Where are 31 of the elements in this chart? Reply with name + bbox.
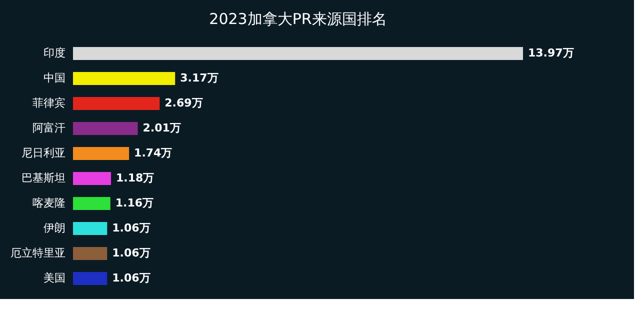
y-tick-label: 中国 [44, 72, 66, 84]
y-tick-label: 喀麦隆 [32, 196, 66, 210]
bar [73, 72, 176, 85]
data-label: 1.16万 [115, 196, 154, 210]
data-label: 1.06万 [112, 246, 150, 260]
y-tick-label: 美国 [44, 272, 66, 284]
data-label: 1.06万 [112, 222, 150, 234]
y-tick-label: 阿富汗 [32, 122, 66, 134]
y-tick-label: 印度 [44, 46, 66, 60]
bar [73, 247, 108, 260]
data-label: 3.17万 [180, 72, 218, 84]
bar [73, 222, 108, 235]
data-label: 1.06万 [112, 272, 150, 284]
data-label: 2.69万 [164, 96, 203, 110]
bar [73, 47, 523, 60]
bar [73, 122, 138, 135]
y-tick-label: 尼日利亚 [22, 146, 66, 160]
chart-title: 2023加拿大PR来源国排名 [209, 10, 387, 28]
bar [73, 147, 130, 160]
data-label: 2.01万 [142, 122, 181, 134]
bar [73, 272, 108, 285]
y-tick-label: 伊朗 [44, 222, 66, 234]
data-label: 13.97万 [528, 46, 574, 60]
bar [73, 197, 110, 210]
data-label: 1.74万 [134, 146, 172, 160]
y-tick-label: 菲律宾 [32, 96, 66, 110]
y-tick-label: 巴基斯坦 [22, 172, 66, 184]
bar [73, 97, 160, 110]
y-tick-label: 厄立特里亚 [10, 246, 66, 260]
data-label: 1.18万 [116, 172, 154, 184]
bar [73, 172, 112, 185]
